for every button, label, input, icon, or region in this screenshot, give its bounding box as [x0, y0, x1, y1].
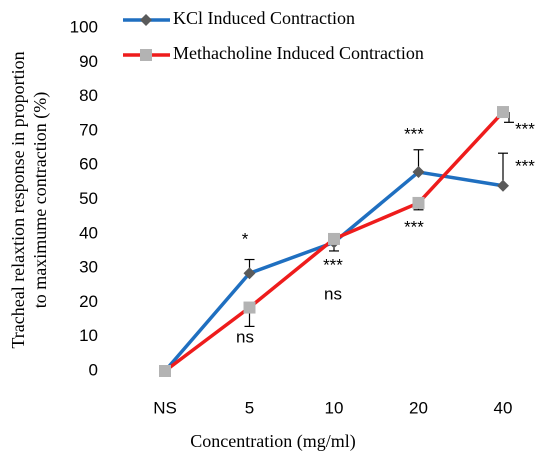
point	[497, 106, 509, 119]
x-tick-label: 10	[325, 398, 344, 417]
y-tick-label: 20	[79, 292, 98, 311]
point	[243, 301, 256, 314]
annotation: ns	[236, 327, 254, 346]
annotation: *	[242, 229, 249, 248]
y-axis-title-line: to maximume contraction (%)	[30, 92, 51, 308]
y-tick-label: 0	[89, 360, 98, 379]
point	[412, 166, 425, 179]
y-tick-label: 50	[79, 189, 98, 208]
point	[243, 267, 256, 280]
y-tick-label: 60	[79, 155, 98, 174]
y-axis-title: Tracheal relaxtion response in proportio…	[8, 51, 51, 348]
annotation: ***	[323, 255, 343, 274]
y-tick-label: 80	[79, 86, 98, 105]
y-tick-label: 40	[79, 223, 98, 242]
y-tick-label: 10	[79, 326, 98, 345]
legend-label: Methacholine Induced Contraction	[173, 43, 424, 63]
point	[497, 179, 509, 192]
y-tick-label: 100	[70, 17, 98, 36]
y-tick-label: 30	[79, 258, 98, 277]
x-tick-label: 40	[494, 398, 513, 417]
legend-label: KCl Induced Contraction	[173, 8, 355, 28]
annotation: ***	[404, 217, 424, 236]
annotation: ***	[515, 119, 535, 138]
point	[159, 365, 171, 377]
legend-marker	[140, 49, 152, 61]
point	[412, 196, 425, 209]
point	[328, 232, 340, 245]
y-axis-title-line: Tracheal relaxtion response in proportio…	[8, 51, 28, 348]
x-tick-label: 5	[245, 398, 254, 417]
x-axis-title: Concentration (mg/ml)	[190, 431, 355, 452]
y-tick-label: 70	[79, 120, 98, 139]
y-tick-label: 90	[79, 52, 98, 71]
annotation: ***	[515, 156, 535, 175]
annotation: ***	[404, 124, 424, 143]
x-tick-label: NS	[153, 398, 177, 417]
legend-marker	[140, 14, 152, 26]
x-tick-label: 20	[409, 398, 428, 417]
annotation: ns	[324, 284, 342, 303]
